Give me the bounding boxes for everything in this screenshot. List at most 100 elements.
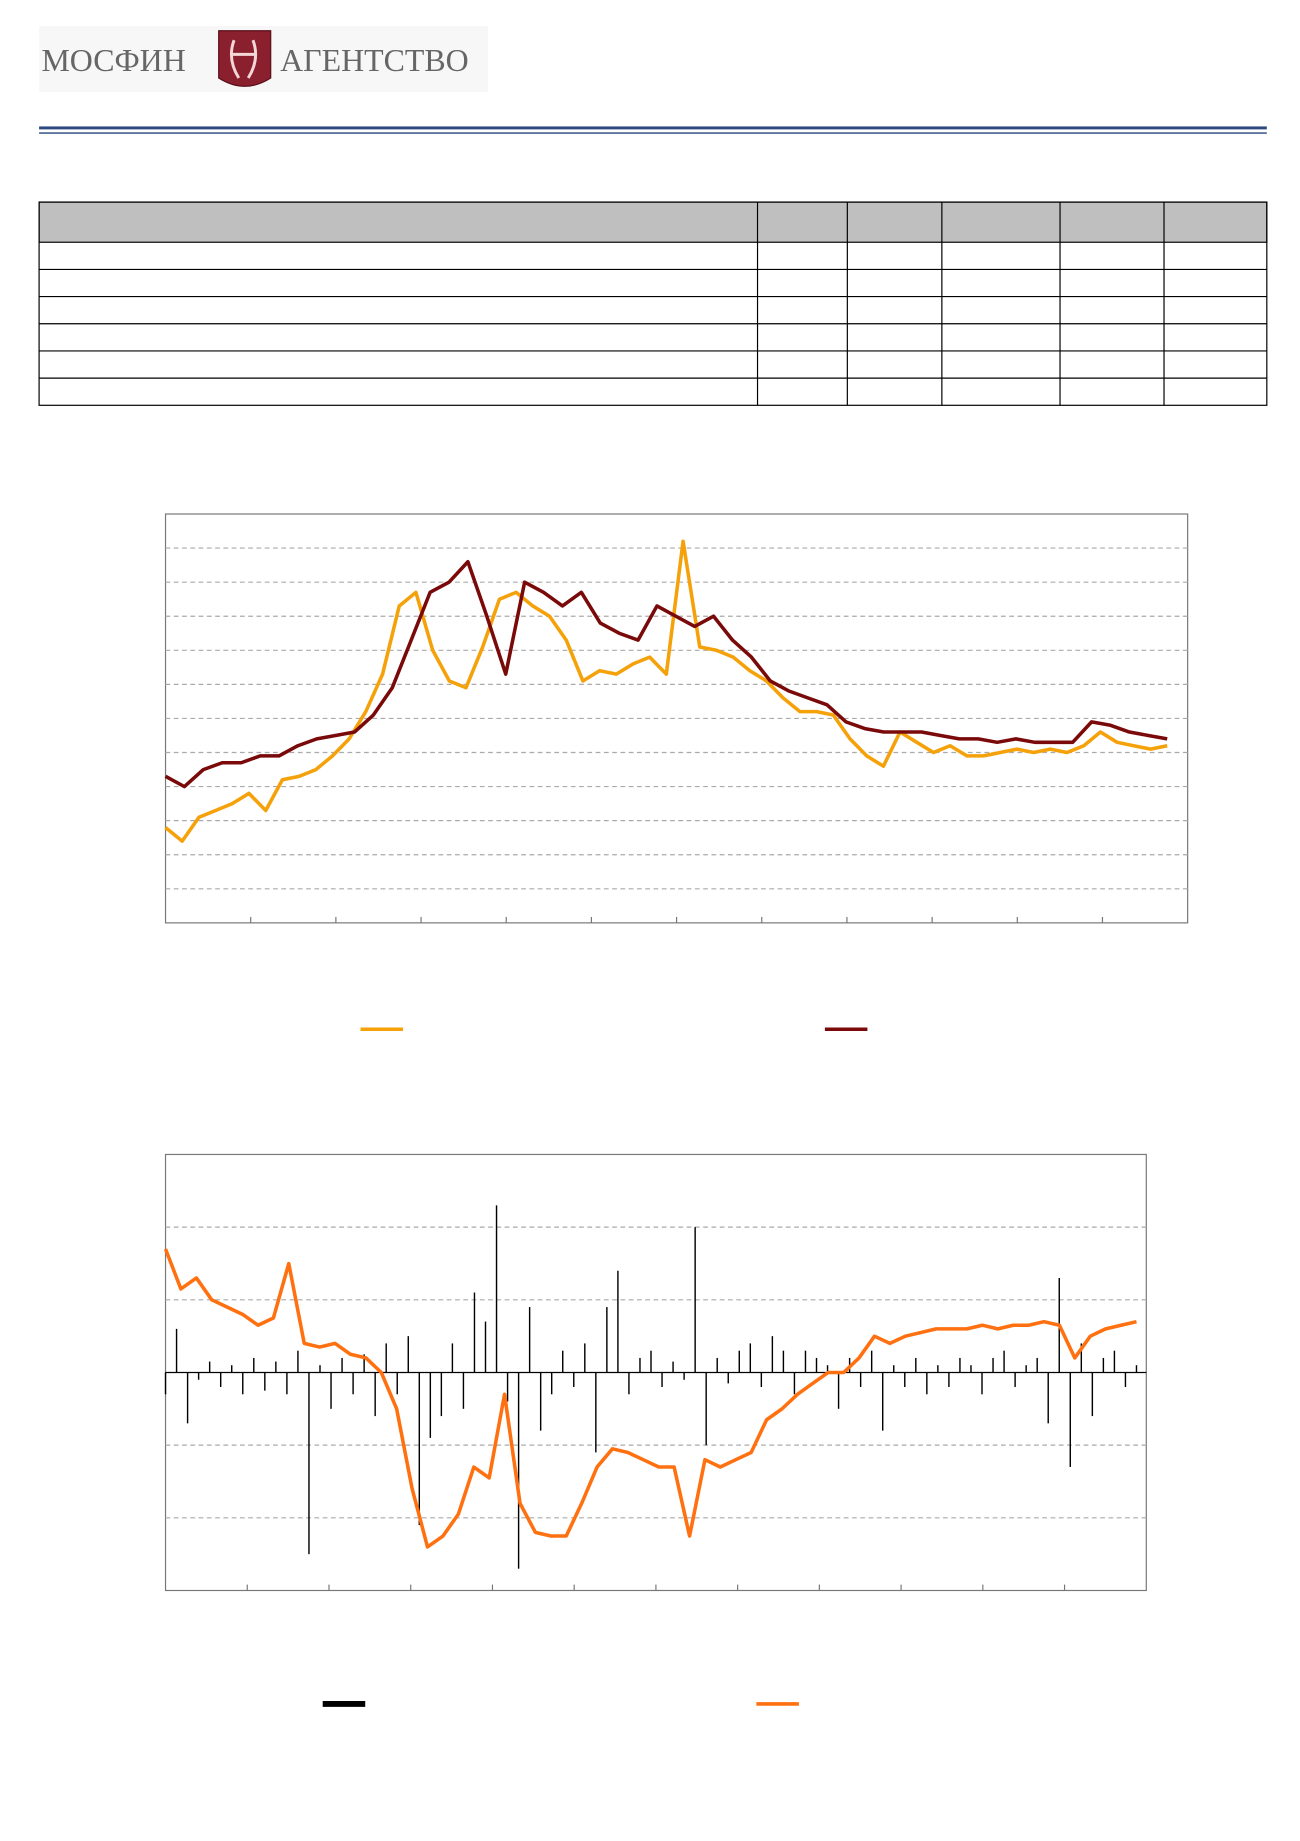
bar <box>308 1372 310 1555</box>
table-header <box>38 201 1268 243</box>
bar <box>837 1372 840 1409</box>
bar <box>186 1372 189 1424</box>
bar <box>562 1350 564 1373</box>
bar <box>804 1350 807 1373</box>
bar <box>870 1350 873 1373</box>
bar <box>473 1292 476 1373</box>
bar <box>683 1372 685 1380</box>
bar <box>1113 1350 1116 1373</box>
bar <box>208 1361 211 1373</box>
series-line <box>164 559 1168 789</box>
bar <box>915 1357 917 1373</box>
brand-left: МОСФИН <box>41 43 185 78</box>
bar <box>661 1372 663 1388</box>
bar <box>573 1372 575 1388</box>
bar <box>639 1357 641 1373</box>
bar <box>981 1372 983 1395</box>
bar <box>782 1350 785 1373</box>
bar <box>926 1372 928 1395</box>
bar <box>859 1372 862 1388</box>
bar <box>197 1372 200 1380</box>
bar <box>418 1372 421 1526</box>
series-line <box>164 539 1168 843</box>
table-frame <box>38 201 1268 406</box>
bar <box>1003 1350 1005 1373</box>
bar <box>1080 1343 1083 1373</box>
bar <box>528 1307 531 1373</box>
bar <box>970 1365 972 1373</box>
bar <box>1091 1372 1094 1417</box>
bar <box>1036 1357 1038 1373</box>
bar <box>760 1372 763 1388</box>
bar <box>904 1372 906 1388</box>
table <box>38 201 1268 406</box>
series-line <box>163 1248 1137 1549</box>
bar <box>297 1350 299 1373</box>
bar <box>231 1365 233 1373</box>
bar <box>650 1350 652 1373</box>
bar <box>319 1365 321 1373</box>
bar <box>672 1361 674 1373</box>
bar <box>937 1365 939 1373</box>
bar <box>175 1328 178 1373</box>
bar <box>506 1372 509 1402</box>
brand-right: АГЕНТСТВО <box>280 43 469 78</box>
bar <box>1102 1357 1105 1373</box>
header-rule <box>39 132 1267 134</box>
bar <box>440 1372 443 1417</box>
logo-monogram <box>229 39 258 79</box>
bar <box>363 1354 365 1373</box>
bar <box>606 1307 608 1373</box>
bar <box>352 1372 354 1395</box>
bar <box>550 1372 553 1395</box>
bar <box>242 1372 244 1395</box>
bar <box>330 1372 332 1409</box>
bar <box>815 1357 818 1373</box>
bar <box>738 1350 740 1373</box>
bar <box>893 1365 895 1373</box>
bar <box>539 1372 542 1431</box>
bar <box>992 1357 994 1373</box>
bar <box>771 1336 774 1373</box>
bar <box>694 1227 696 1373</box>
bar <box>462 1372 465 1409</box>
bar <box>628 1372 630 1395</box>
bar <box>584 1343 586 1373</box>
bar <box>749 1343 752 1373</box>
bar <box>451 1343 454 1373</box>
bar <box>705 1372 707 1446</box>
bar <box>959 1357 961 1373</box>
bar <box>264 1372 266 1391</box>
bar <box>164 1372 167 1395</box>
bar <box>219 1372 222 1388</box>
logo-emblem <box>218 30 272 87</box>
bar <box>484 1321 487 1373</box>
bar <box>1069 1372 1071 1467</box>
bar <box>275 1361 277 1373</box>
bar <box>882 1372 884 1431</box>
bar <box>374 1372 376 1417</box>
bar <box>429 1372 432 1438</box>
bar <box>495 1205 498 1373</box>
bar <box>793 1372 796 1395</box>
bar <box>617 1270 619 1373</box>
bar <box>396 1372 398 1395</box>
table-lines <box>39 202 1267 406</box>
bar <box>826 1365 829 1373</box>
bar <box>1124 1372 1127 1388</box>
bar <box>727 1372 729 1384</box>
bar <box>595 1372 597 1453</box>
bar <box>286 1372 288 1395</box>
bar <box>385 1343 387 1373</box>
bar <box>407 1336 409 1373</box>
bar <box>1135 1365 1138 1373</box>
bar <box>517 1372 520 1569</box>
bar <box>341 1357 343 1373</box>
header-rule <box>39 126 1267 130</box>
bar <box>1014 1372 1016 1388</box>
bar <box>1047 1372 1049 1424</box>
bar <box>716 1357 718 1373</box>
bar <box>1025 1365 1027 1373</box>
bar <box>948 1372 950 1388</box>
